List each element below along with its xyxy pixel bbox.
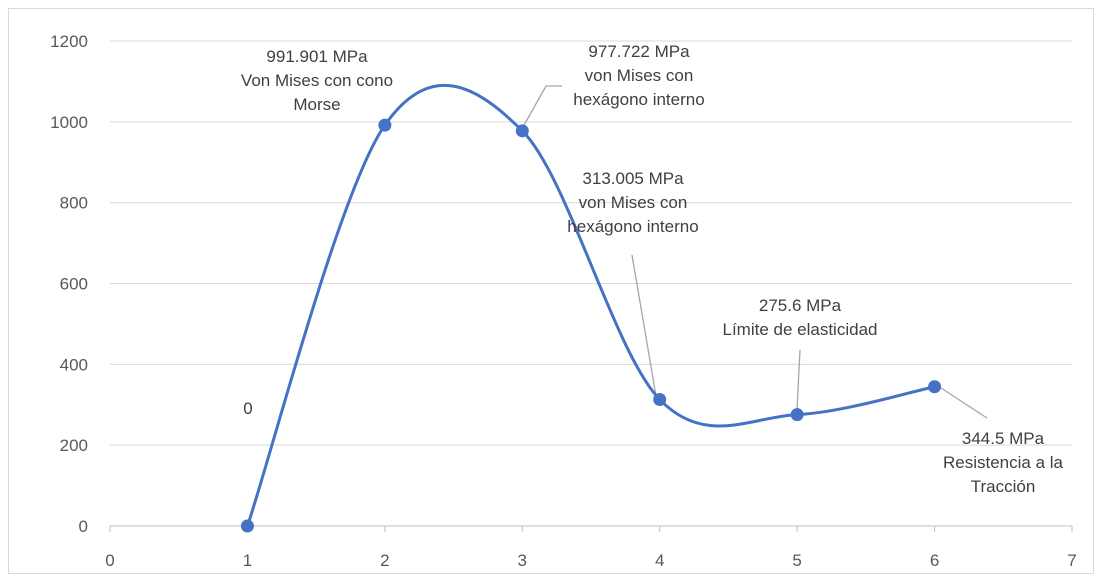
leader-line: [522, 85, 562, 128]
data-label-line: von Mises con: [585, 66, 694, 85]
data-label-line: Tracción: [971, 477, 1036, 496]
x-tick-label: 7: [1067, 551, 1076, 570]
leader-line: [631, 254, 657, 397]
x-tick-label: 0: [105, 551, 114, 570]
data-label-line: Límite de elasticidad: [723, 320, 878, 339]
y-tick-label: 200: [60, 436, 88, 455]
chart-area: [8, 8, 1094, 574]
data-label-line: 275.6 MPa: [759, 296, 842, 315]
data-label: 991.901 MPa Von Mises con cono Morse: [241, 47, 393, 114]
x-axis-tick-labels: 0 1 2 3 4 5 6 7: [105, 551, 1076, 570]
gridlines: [110, 40, 1072, 446]
data-point: [928, 380, 942, 394]
x-tick-label: 2: [380, 551, 389, 570]
data-label-line: hexágono interno: [573, 90, 704, 109]
y-tick-label: 400: [60, 355, 88, 374]
y-tick-label: 600: [60, 275, 88, 294]
data-point: [515, 124, 529, 138]
data-label-line: Morse: [293, 95, 340, 114]
y-tick-label: 1000: [50, 113, 88, 132]
data-label-line: 344.5 MPa: [962, 429, 1045, 448]
data-label-leader-lines: [522, 85, 988, 419]
data-label: 313.005 MPa von Mises con hexágono interno: [567, 169, 698, 236]
data-label: 0: [243, 399, 252, 418]
x-tick-label: 3: [518, 551, 527, 570]
data-label: 275.6 MPa Límite de elasticidad: [723, 296, 878, 339]
data-label-line: 0: [243, 399, 252, 418]
x-tick-label: 4: [655, 551, 664, 570]
data-point: [378, 118, 392, 132]
data-labels: 0 991.901 MPa Von Mises con cono Morse 977.7…: [241, 42, 1064, 496]
y-tick-label: 800: [60, 194, 88, 213]
data-label-line: 991.901 MPa: [266, 47, 368, 66]
data-point: [790, 408, 804, 422]
y-tick-label: 0: [79, 517, 88, 536]
x-tick-label: 5: [792, 551, 801, 570]
leader-line: [940, 387, 988, 419]
data-label-line: hexágono interno: [567, 217, 698, 236]
leader-line: [796, 349, 801, 411]
data-label-line: Von Mises con cono: [241, 71, 393, 90]
data-point-markers: [240, 118, 942, 533]
y-tick-label: 1200: [50, 32, 88, 51]
data-label-line: Resistencia a la: [943, 453, 1064, 472]
data-label-line: 313.005 MPa: [582, 169, 684, 188]
y-axis-tick-labels: 0 200 400 600 800 1000 1200: [50, 32, 88, 536]
x-tick-label: 6: [930, 551, 939, 570]
data-label-line: von Mises con: [579, 193, 688, 212]
x-axis: [109, 525, 1073, 532]
data-label: 344.5 MPa Resistencia a la Tracción: [943, 429, 1064, 496]
x-tick-label: 1: [243, 551, 252, 570]
data-label: 977.722 MPa von Mises con hexágono interno: [573, 42, 704, 109]
data-point: [240, 519, 254, 533]
data-label-line: 977.722 MPa: [588, 42, 690, 61]
data-point: [653, 392, 667, 406]
